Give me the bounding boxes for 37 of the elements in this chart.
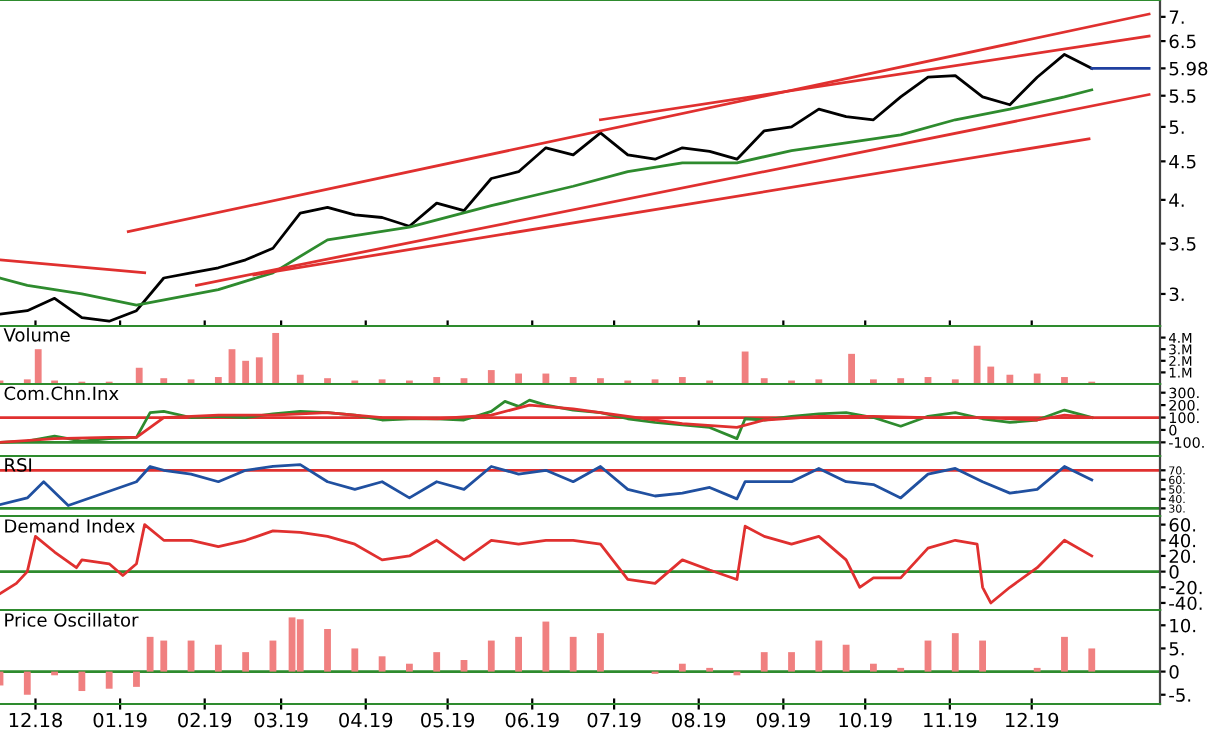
y-tick-label: 6.5 <box>1169 34 1196 49</box>
y-tick-label: 5. <box>1169 642 1184 656</box>
x-tick-label: 06.19 <box>505 712 559 728</box>
x-tick-label: 12.19 <box>1006 712 1059 728</box>
x-tick-label: 07.19 <box>587 712 641 728</box>
y-tick-label: 40. <box>1169 533 1196 548</box>
y-tick-label: -5. <box>1169 688 1191 702</box>
y-tick-label: 5. <box>1169 120 1184 135</box>
y-tick-label: 7. <box>1169 10 1184 24</box>
x-tick-label: 04.19 <box>339 712 393 728</box>
x-tick-label: 05.19 <box>421 712 475 728</box>
y-tick-label: 3. <box>1169 287 1184 302</box>
y-tick-label: 5.5 <box>1169 89 1196 103</box>
chart-title: Com.Chn.Inx <box>4 386 119 401</box>
y-tick-label: 0 <box>1169 665 1179 679</box>
y-tick-label: 3.5 <box>1169 237 1196 251</box>
x-tick-label: 01.19 <box>93 712 147 728</box>
x-tick-label: 10.19 <box>839 712 892 728</box>
y-tick-label: -20. <box>1169 580 1202 595</box>
y-tick-label: -40. <box>1169 596 1202 611</box>
y-tick-label: 0 <box>1169 565 1179 579</box>
x-tick-label: 08.19 <box>672 712 726 728</box>
x-tick-label: 12.18 <box>9 712 62 728</box>
x-tick-label: 09.19 <box>756 712 810 728</box>
x-tick-label: 11.19 <box>924 712 977 728</box>
y-tick-label: 10. <box>1170 618 1196 633</box>
chart-title: Demand Index <box>5 518 135 533</box>
chart-title: Price Oscillator <box>5 612 139 627</box>
x-tick-label: 03.19 <box>254 712 308 728</box>
y-tick-label: 4.5 <box>1169 155 1196 169</box>
x-tick-label: 02.19 <box>178 712 232 728</box>
chart-title: Volume <box>3 327 70 342</box>
y-tick-label: 20. <box>1169 549 1196 564</box>
y-tick-label: 60. <box>1169 518 1196 532</box>
y-tick-label: 4. <box>1169 193 1184 207</box>
chart-title: RSI <box>5 458 32 472</box>
y-tick-label: 5.98 <box>1169 61 1208 76</box>
